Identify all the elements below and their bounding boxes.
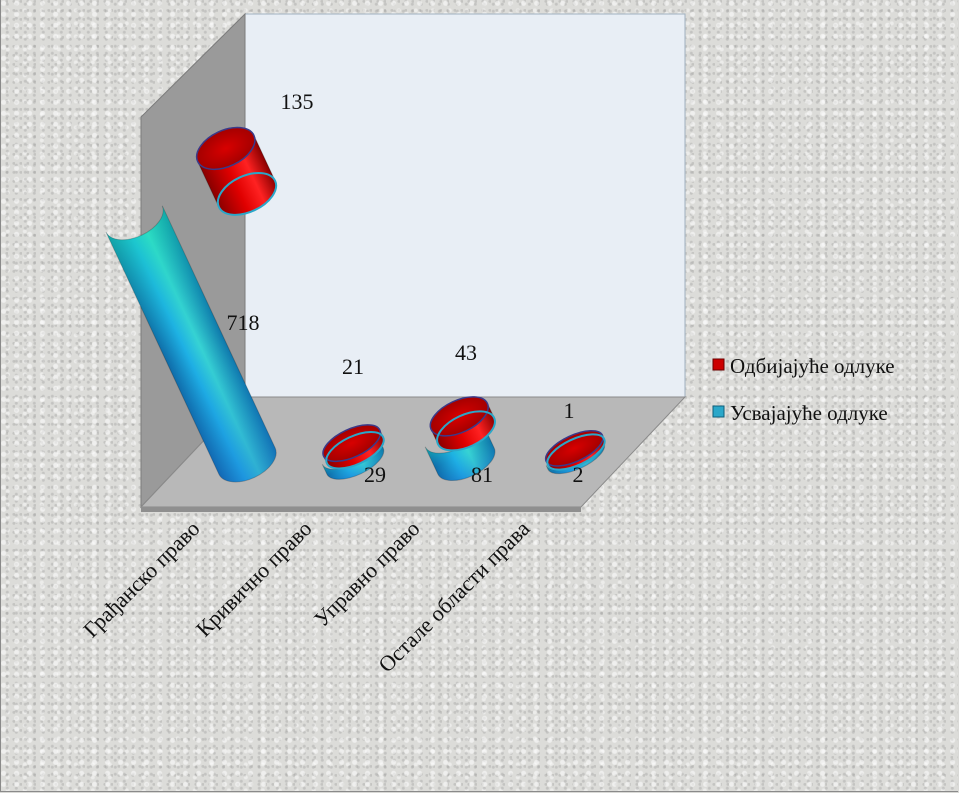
bar-seam-1 [325, 430, 385, 470]
bar-group-0 [105, 126, 278, 483]
legend-swatch-approving [712, 405, 725, 418]
category-label-2: Управно право [309, 516, 425, 632]
bar-rejecting-1 [322, 424, 385, 469]
bar-top-cap-3 [544, 430, 604, 467]
bar-approving-0 [105, 205, 277, 483]
data-label-rejecting-1: 21 [342, 354, 364, 379]
category-label-0: Грађанско право [78, 516, 204, 642]
bar-top-cap-0 [195, 126, 256, 171]
category-label-1: Кривично право [191, 516, 317, 642]
data-label-approving-3: 2 [573, 462, 584, 487]
data-label-rejecting-3: 1 [564, 398, 575, 423]
bar-top-cap-1 [322, 424, 382, 463]
bar-group-1 [321, 424, 385, 480]
data-label-rejecting-2: 43 [455, 340, 477, 365]
bar-group-3 [544, 430, 606, 475]
bar-seam-3 [546, 433, 606, 471]
chart-floor-edge [141, 507, 581, 512]
bar-seam-2 [436, 410, 496, 452]
data-label-rejecting-0: 135 [281, 89, 314, 114]
legend-swatch-rejecting [712, 358, 725, 371]
data-label-approving-1: 29 [364, 462, 386, 487]
legend-label-approving: Усвајајуће одлуке [730, 401, 888, 425]
data-label-approving-2: 81 [471, 462, 493, 487]
bar-seam-0 [216, 171, 278, 216]
chart-bars [105, 126, 606, 483]
data-label-approving-0: 718 [227, 310, 260, 335]
chart-legend: Одбијајуће одлуке Усвајајуће одлуке [712, 354, 895, 425]
legend-label-rejecting: Одбијајуће одлуке [730, 354, 895, 378]
bar-group-2 [424, 396, 496, 482]
